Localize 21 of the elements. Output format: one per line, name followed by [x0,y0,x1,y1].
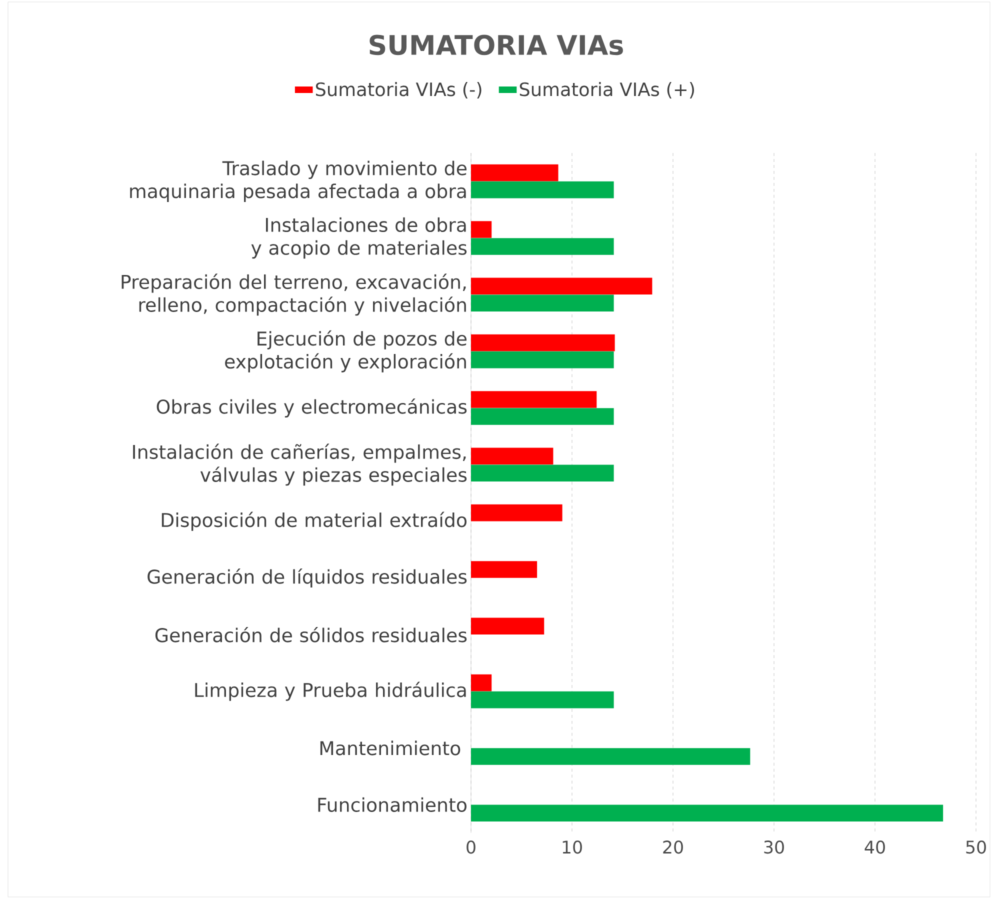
x-tick-label: 0 [466,840,476,854]
x-tick-label: 20 [663,840,683,854]
x-tick-label: 40 [864,840,885,854]
y-tick-label: Preparación del terreno, excavación, relleno, compactación y nivelación [122,274,466,316]
y-tick-label: Ejecución de pozos de explotación y exploración [225,330,466,372]
x-tick-label: 50 [966,840,986,854]
x-tick-label: 30 [764,840,784,854]
legend-label: Sumatoria VIAs (-) [316,82,482,98]
y-tick-label: Funcionamiento [318,797,466,812]
x-tick-label: 10 [562,840,582,854]
y-tick-label: Limpieza y Prueba hidráulica [195,682,466,701]
chart-title: SUMATORIA VIAs [370,34,623,56]
y-tick-label: Obras civiles y electromecánicas [156,398,467,418]
y-tick-label: Instalación de cañerías, empalmes, válvulas y piezas especiales [133,444,467,486]
y-tick-label: Mantenimiento [320,740,460,756]
y-tick-label: Traslado y movimiento de maquinaria pesada afectada a obra [130,160,466,202]
y-tick-label: Generación de líquidos residuales [148,568,467,588]
y-tick-label: Disposición de material extraído [162,512,466,531]
legend-label: Sumatoria VIAs (+) [520,82,694,98]
y-tick-label: Instalaciones de obra y acopio de materiales [251,217,467,259]
y-tick-label: Generación de sólidos residuales [155,626,467,642]
